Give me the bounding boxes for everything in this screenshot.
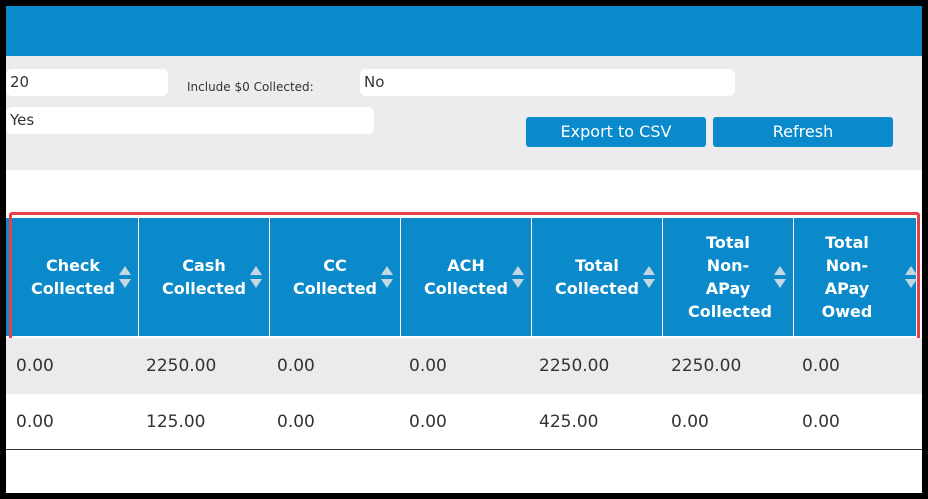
table-row: 0.00 125.00 0.00 0.00 425.00 0.00 0.00 [6,394,922,450]
table-cell: 425.00 [539,412,599,432]
column-header-total-non-apay-collected[interactable]: Total Non-APay Collected [663,218,794,336]
refresh-button[interactable]: Refresh [713,117,893,147]
column-header-cc-collected[interactable]: CC Collected [270,218,401,336]
table-cell: 2250.00 [539,356,610,376]
column-header-label: CC Collected [293,256,377,298]
table-cell: 0.00 [671,412,709,432]
table-cell: 0.00 [802,356,840,376]
sort-icon[interactable] [380,264,394,290]
table-cell: 0.00 [16,356,54,376]
table-cell: 0.00 [277,412,315,432]
column-header-check-collected[interactable]: Check Collected [8,218,139,336]
table-cell: 0.00 [16,412,54,432]
table-cell: 125.00 [146,412,206,432]
column-header-total-collected[interactable]: Total Collected [532,218,663,336]
table-row: 0.00 2250.00 0.00 0.00 2250.00 2250.00 0… [6,338,922,394]
sort-icon[interactable] [249,264,263,290]
sort-icon[interactable] [118,264,132,290]
table-cell: 0.00 [277,356,315,376]
column-header-label: Total Non-APay Owed [821,233,873,321]
table-cell: 0.00 [802,412,840,432]
table-header: Check Collected Cash Collected CC Collec… [6,218,918,336]
column-header-ach-collected[interactable]: ACH Collected [401,218,532,336]
sort-icon[interactable] [642,264,656,290]
filter-field-2[interactable]: Yes [6,107,374,134]
table-cell: 0.00 [409,412,447,432]
column-header-label: Cash Collected [162,256,246,298]
filter-panel: 20 Include $0 Collected: No Yes Export t… [6,56,922,170]
table-cell: 2250.00 [146,356,217,376]
sort-icon[interactable] [511,264,525,290]
include-zero-label: Include $0 Collected: [187,80,314,94]
column-header-cash-collected[interactable]: Cash Collected [139,218,270,336]
column-header-label: Check Collected [31,256,115,298]
column-header-label: Total Collected [555,256,639,298]
table-cell: 0.00 [409,356,447,376]
export-csv-button[interactable]: Export to CSV [526,117,706,147]
app-frame: 20 Include $0 Collected: No Yes Export t… [6,6,922,493]
include-zero-select[interactable]: No [360,69,735,96]
top-bar [6,6,922,56]
table-cell: 2250.00 [671,356,742,376]
filter-field-1[interactable]: 20 [6,69,168,96]
column-header-total-non-apay-owed[interactable]: Total Non-APay Owed [794,218,918,336]
column-header-label: ACH Collected [424,256,508,298]
sort-icon[interactable] [773,264,787,290]
column-header-label: Total Non-APay Collected [688,233,772,321]
sort-icon[interactable] [904,264,918,290]
